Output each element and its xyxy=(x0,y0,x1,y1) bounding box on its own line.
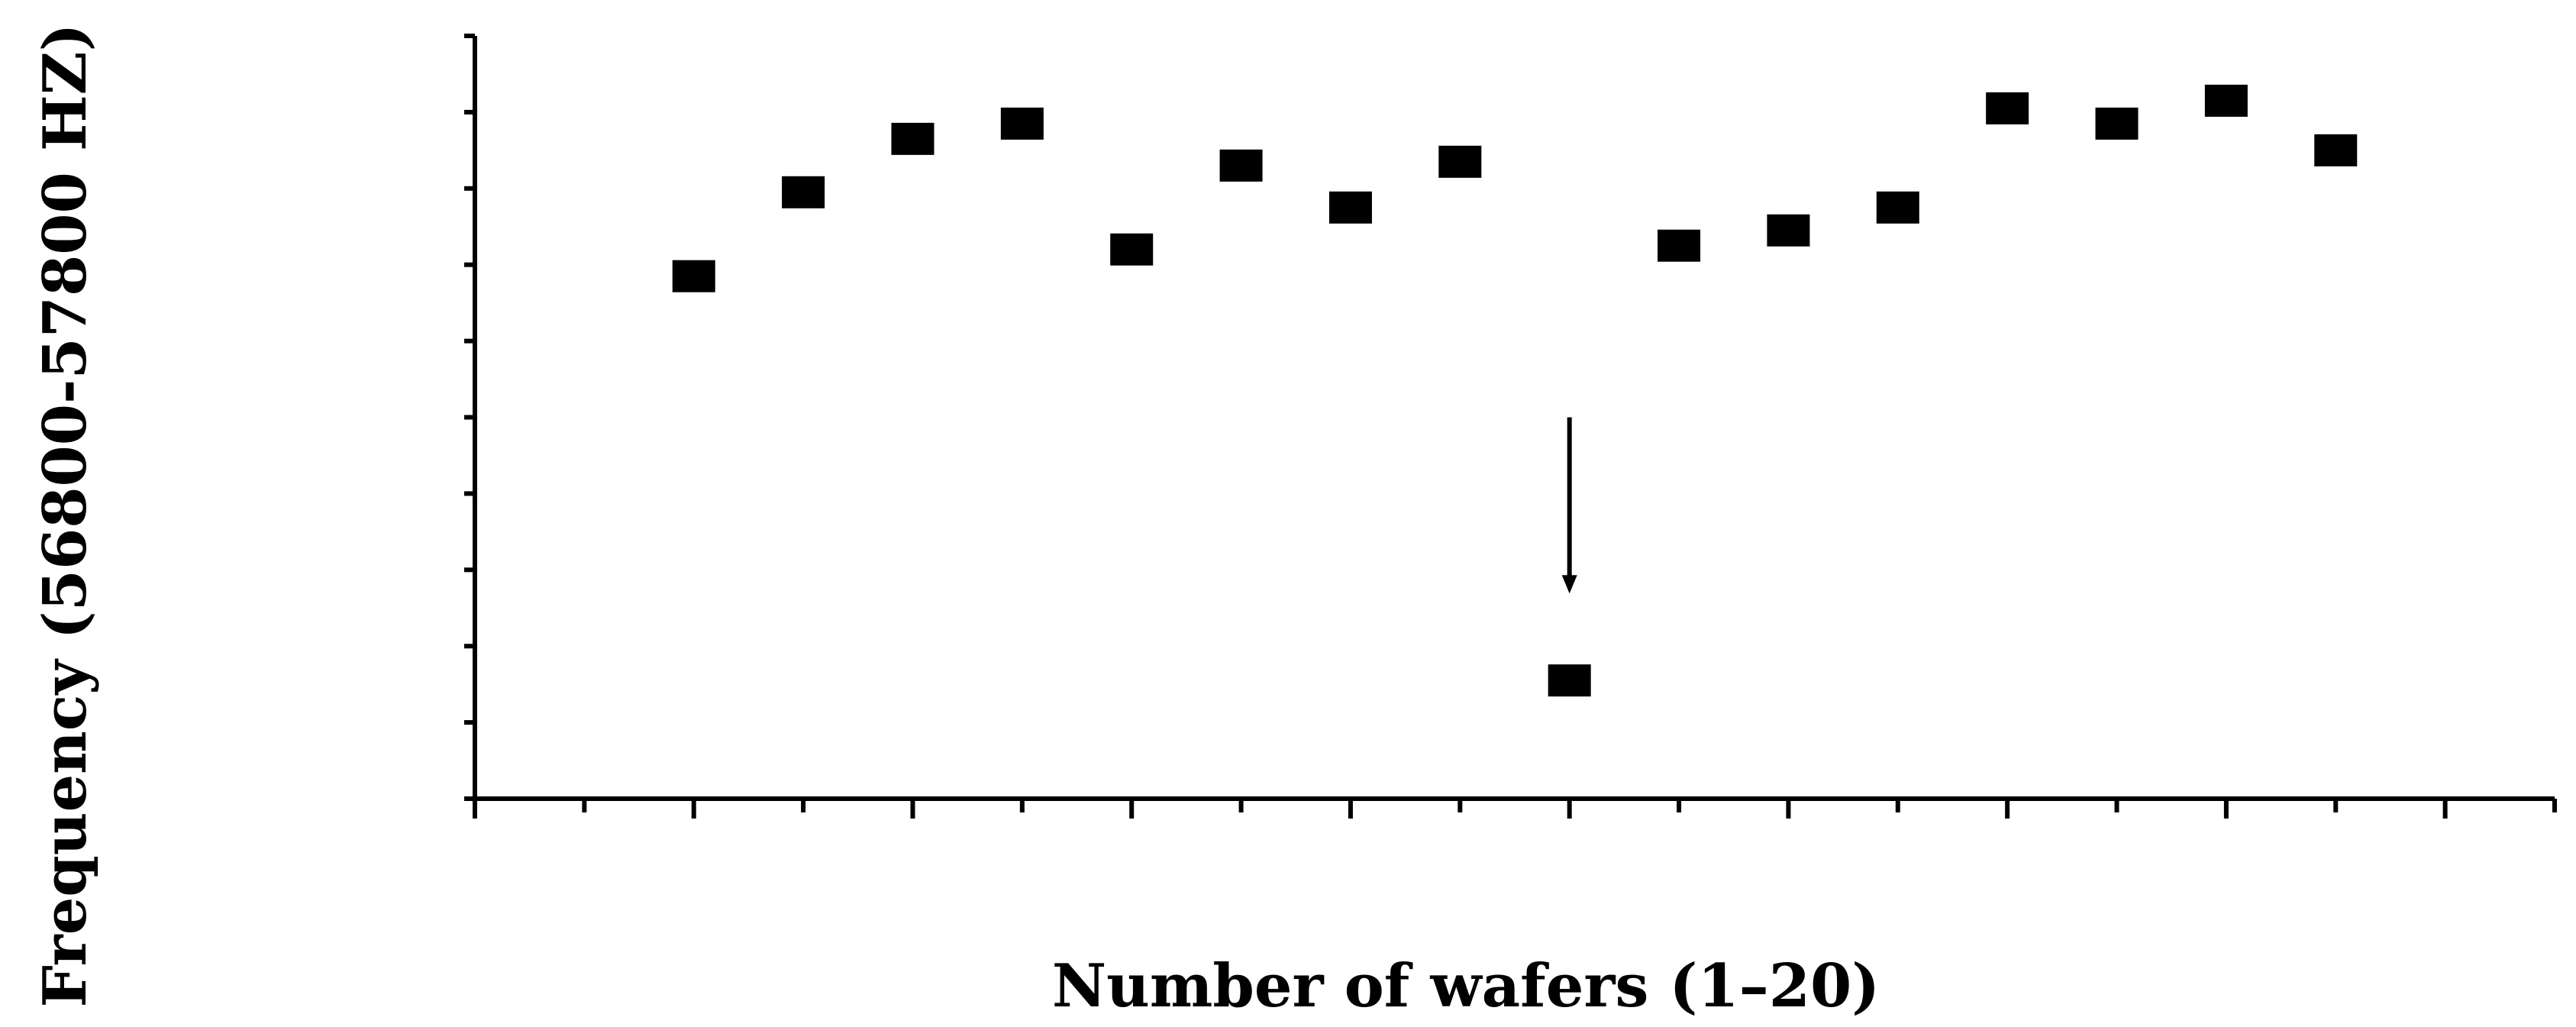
data-point xyxy=(1110,233,1154,266)
data-point xyxy=(782,176,825,208)
data-point xyxy=(2095,107,2139,140)
data-points xyxy=(672,84,2358,697)
data-point xyxy=(1767,214,1810,247)
data-point xyxy=(1219,149,1263,182)
data-point xyxy=(891,122,935,155)
data-point xyxy=(672,260,715,292)
annotation-arrow-head xyxy=(1561,575,1577,594)
x-axis-ticks xyxy=(473,799,2557,819)
data-point xyxy=(1548,664,1591,697)
annotations xyxy=(1561,417,1577,594)
data-point xyxy=(1658,229,1701,262)
data-point xyxy=(2314,134,2358,166)
data-point xyxy=(1986,92,2029,124)
y-axis-label: Frequency (56800-57800 HZ) xyxy=(31,24,100,1008)
data-point xyxy=(1876,191,1919,224)
data-point xyxy=(2204,84,2248,117)
x-axis-label: Number of wafers (1–20) xyxy=(1052,951,1880,1021)
data-point xyxy=(1438,145,1482,178)
data-point xyxy=(1328,191,1372,224)
data-point xyxy=(1000,107,1044,140)
